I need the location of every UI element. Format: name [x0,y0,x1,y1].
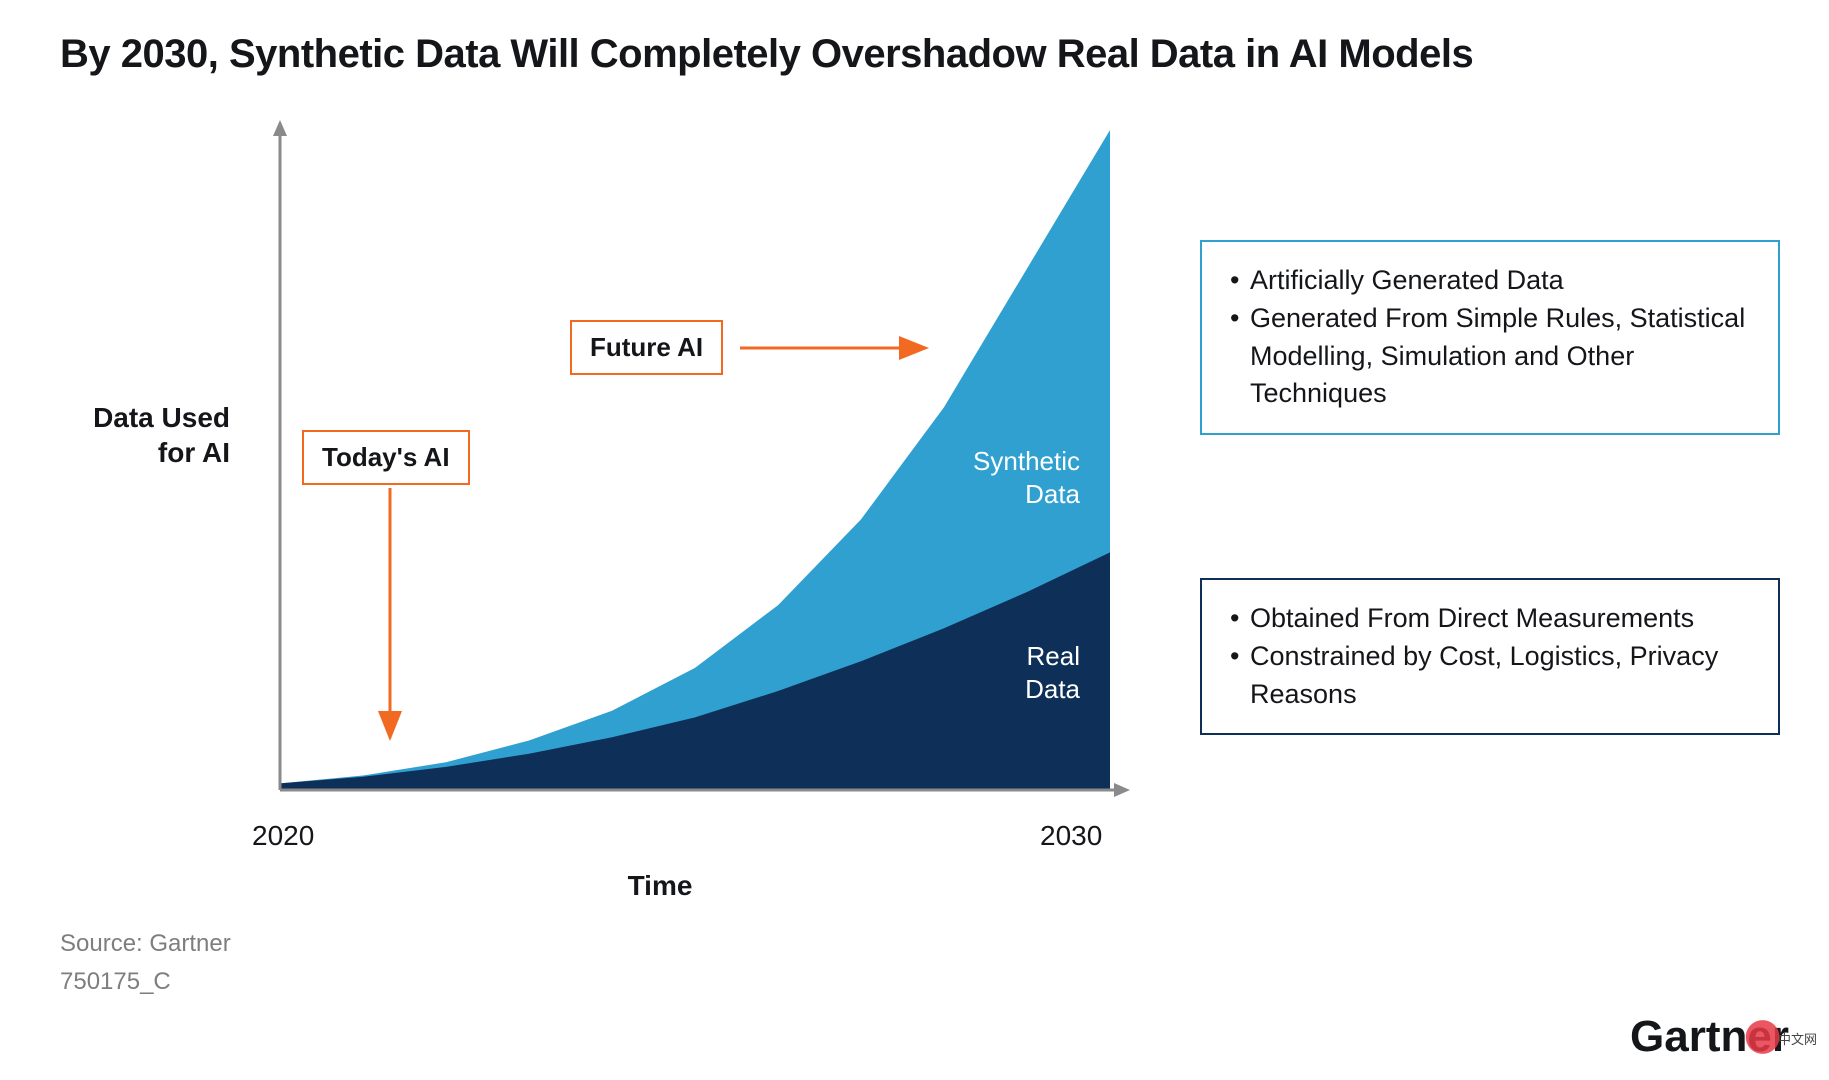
real-info-box: • Obtained From Direct Measurements• Con… [1200,578,1780,735]
source-line-2: 750175_C [60,968,171,996]
watermark-text: 中文网 [1778,1029,1817,1048]
x-tick-start: 2020 [252,820,314,852]
callout-future: Future AI [570,320,723,375]
x-tick-end: 2030 [1040,820,1102,852]
x-axis-arrow [1114,783,1130,797]
info-bullet: • Constrained by Cost, Logistics, Privac… [1230,638,1754,714]
x-axis-label: Time [560,870,760,902]
synthetic-area-label: SyntheticData [930,445,1080,510]
callout-future-label: Future AI [590,332,703,362]
y-axis-label: Data Used for AI [50,400,230,470]
synthetic-info-box: • Artificially Generated Data• Generated… [1200,240,1780,435]
info-bullet: • Artificially Generated Data [1230,262,1754,300]
info-bullet: • Generated From Simple Rules, Statistic… [1230,300,1754,413]
real-area-label: RealData [970,640,1080,705]
chart-title: By 2030, Synthetic Data Will Completely … [60,32,1473,77]
info-bullet: • Obtained From Direct Measurements [1230,600,1754,638]
source-line-1: Source: Gartner [60,930,231,958]
y-axis-arrow [273,120,287,136]
callout-today-label: Today's AI [322,442,450,472]
callout-today: Today's AI [302,430,470,485]
